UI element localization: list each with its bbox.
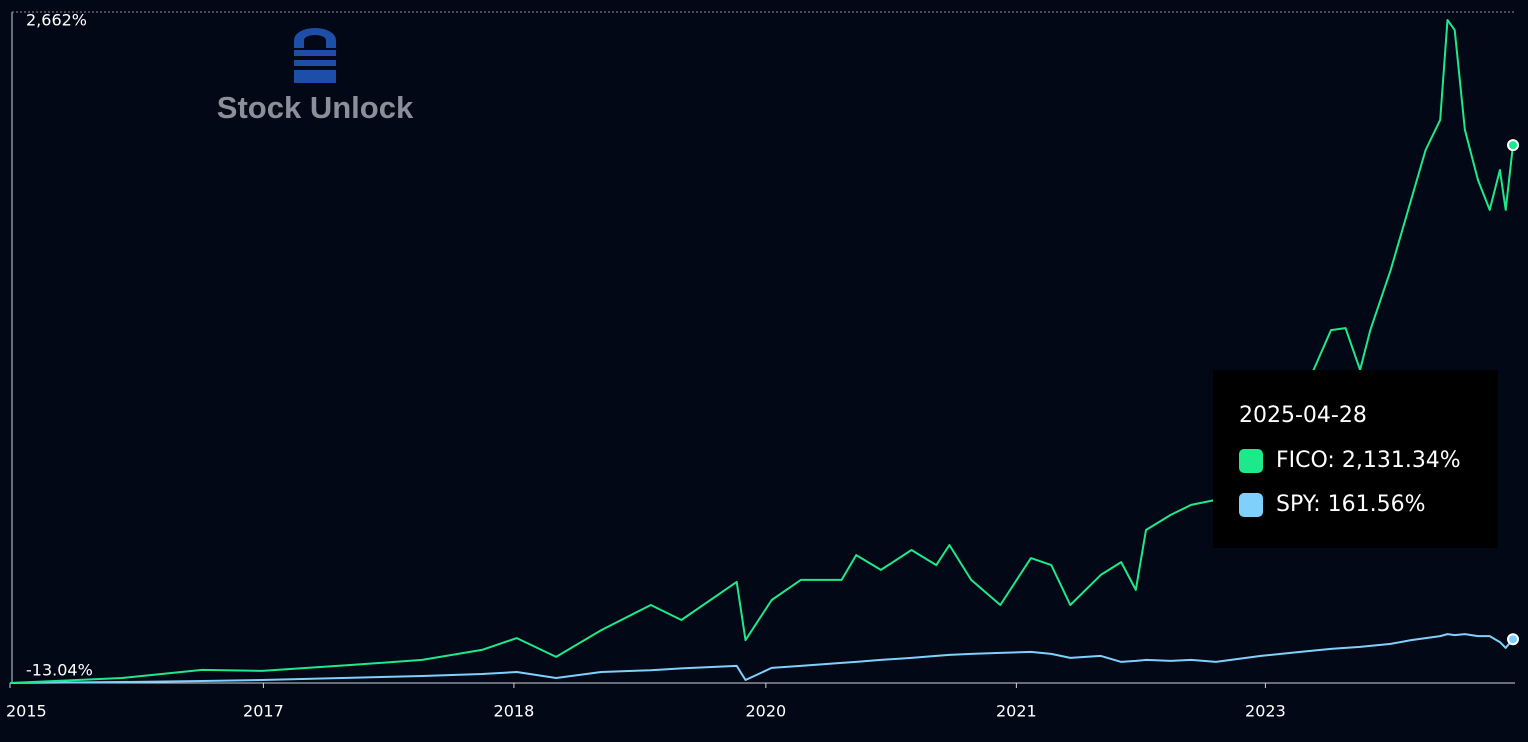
logo-bar [294, 50, 336, 56]
y-tick-label: -13.04% [26, 661, 93, 680]
logo [294, 28, 336, 83]
logo-bar [294, 70, 336, 83]
end-point [1507, 139, 1519, 152]
x-tick-label: 2023 [1245, 702, 1286, 721]
x-tick-label: 2017 [243, 702, 284, 721]
x-tick-label: 2015 [6, 702, 47, 721]
tooltip-entry: FICO: 2,131.34% [1276, 448, 1461, 473]
x-tick-label: 2018 [494, 702, 535, 721]
series-line [9, 19, 1514, 684]
tooltip-swatch [1239, 493, 1263, 517]
x-tick-label: 2021 [996, 702, 1037, 721]
logo-bar [294, 60, 336, 66]
tooltip-entry: SPY: 161.56% [1276, 492, 1426, 517]
tooltip: 2025-04-28 FICO: 2,131.34% SPY: 161.56% [1213, 370, 1498, 548]
y-tick-label: 2,662% [26, 11, 87, 30]
x-tick-label: 2020 [746, 702, 787, 721]
tooltip-title: 2025-04-28 [1239, 403, 1367, 428]
end-point [1507, 633, 1519, 646]
watermark: Stock Unlock [217, 90, 414, 125]
series-line [9, 633, 1514, 684]
tooltip-swatch [1239, 449, 1263, 473]
logo-shackle [294, 28, 336, 48]
